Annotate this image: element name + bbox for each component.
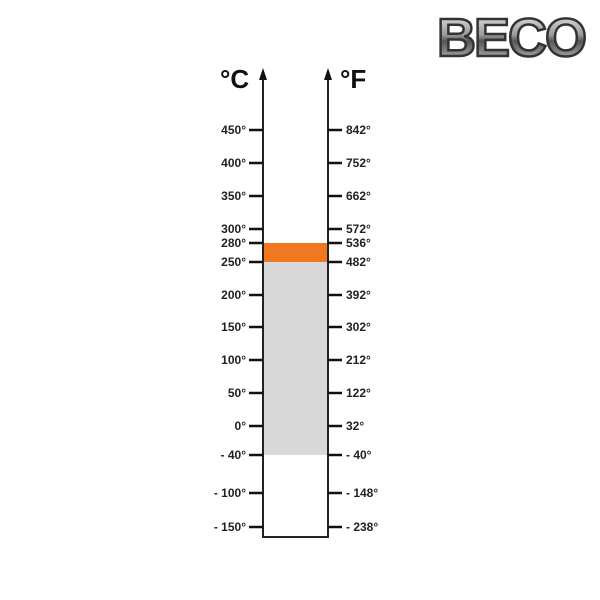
peak-range-bar <box>264 243 327 262</box>
celsius-tick-label: 450° <box>221 123 246 137</box>
celsius-tick-label: 300° <box>221 222 246 236</box>
fahrenheit-tick-label: 572° <box>346 222 371 236</box>
celsius-tick-label: - 150° <box>214 520 246 534</box>
celsius-tick-label: 100° <box>221 353 246 367</box>
celsius-tick-label: 50° <box>228 386 246 400</box>
celsius-tick-label: - 40° <box>221 448 247 462</box>
celsius-tick-label: 200° <box>221 288 246 302</box>
fahrenheit-tick-label: 32° <box>346 419 364 433</box>
fahrenheit-tick-label: 122° <box>346 386 371 400</box>
operating-range-bar <box>264 262 327 455</box>
celsius-tick-label: 250° <box>221 255 246 269</box>
celsius-tick-label: 350° <box>221 189 246 203</box>
fahrenheit-unit-label: °F <box>340 64 366 94</box>
celsius-tick-label: - 100° <box>214 486 246 500</box>
fahrenheit-tick-label: 302° <box>346 320 371 334</box>
fahrenheit-tick-label: 482° <box>346 255 371 269</box>
fahrenheit-tick-label: 662° <box>346 189 371 203</box>
beco-logo: BECO <box>437 8 585 68</box>
fahrenheit-tick-label: - 40° <box>346 448 372 462</box>
celsius-tick-label: 400° <box>221 156 246 170</box>
fahrenheit-tick-label: - 148° <box>346 486 378 500</box>
fahrenheit-tick-label: 842° <box>346 123 371 137</box>
fahrenheit-tick-label: 752° <box>346 156 371 170</box>
fahrenheit-tick-label: 536° <box>346 236 371 250</box>
fahrenheit-tick-label: 212° <box>346 353 371 367</box>
celsius-unit-label: °C <box>220 64 249 94</box>
celsius-tick-label: 0° <box>235 419 247 433</box>
fahrenheit-tick-label: - 238° <box>346 520 378 534</box>
celsius-tick-label: 150° <box>221 320 246 334</box>
fahrenheit-arrow-icon <box>324 68 332 80</box>
celsius-arrow-icon <box>259 68 267 80</box>
celsius-tick-label: 280° <box>221 236 246 250</box>
fahrenheit-tick-label: 392° <box>346 288 371 302</box>
